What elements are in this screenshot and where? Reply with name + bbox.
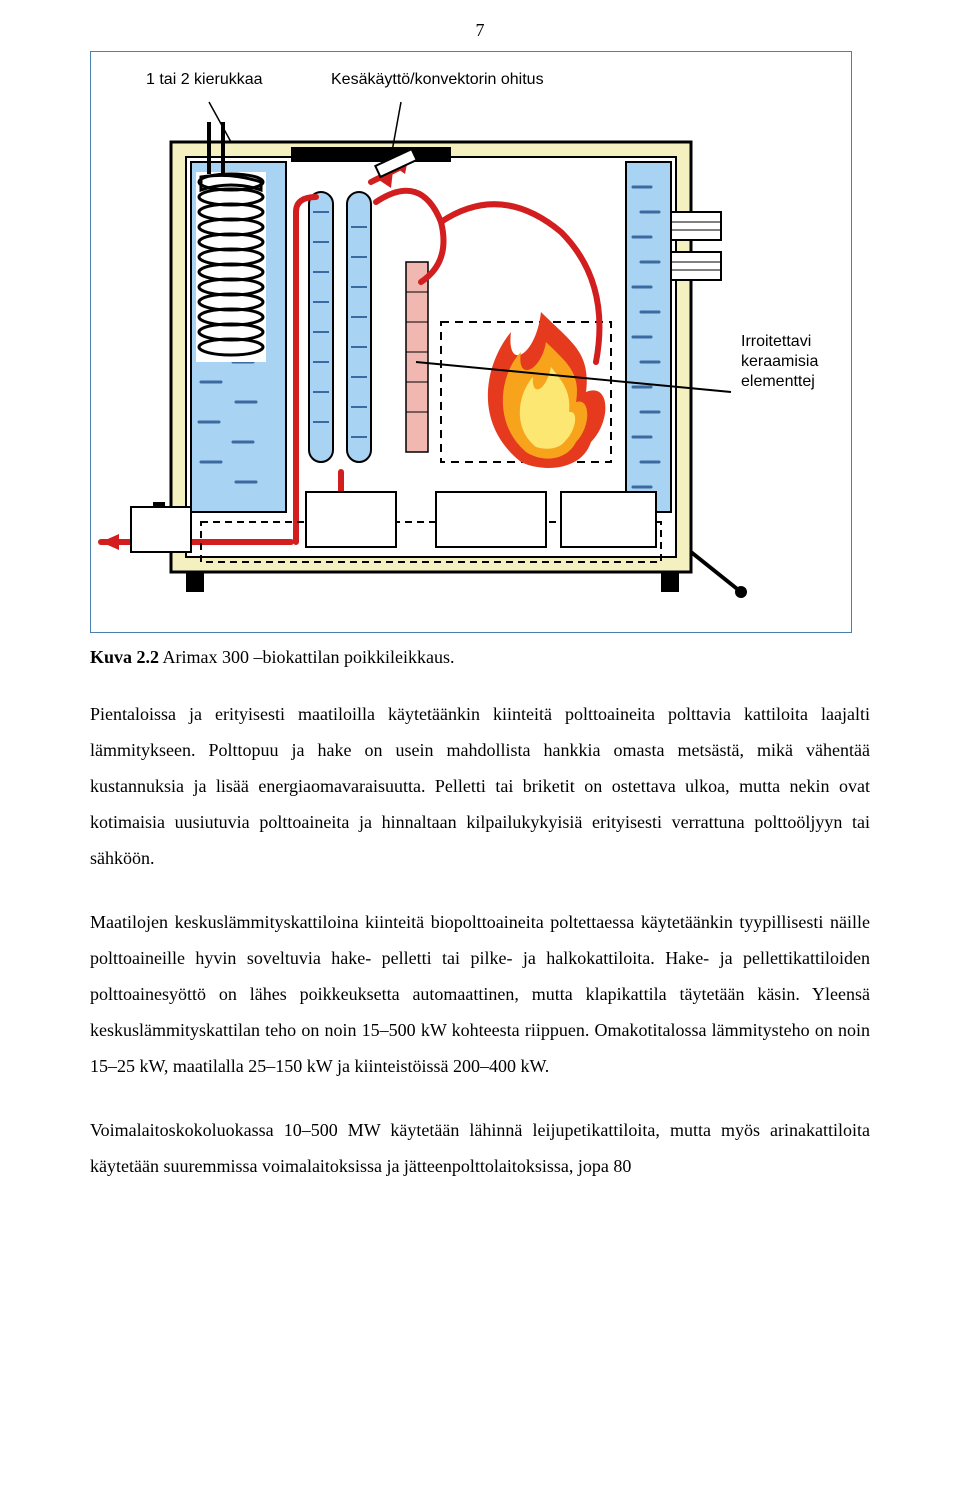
figure-label-ceramic-l1: Irroitettavi bbox=[741, 333, 811, 350]
caption-rest: Arimax 300 –biokattilan poikkileikkaus. bbox=[159, 647, 454, 667]
boiler-diagram-svg bbox=[91, 52, 851, 632]
figure-label-coils: 1 tai 2 kierukkaa bbox=[146, 70, 263, 90]
caption-bold: Kuva 2.2 bbox=[90, 647, 159, 667]
page: 7 bbox=[0, 0, 960, 1224]
figure-label-ceramic: Irroitettavi keraamisia elementtej bbox=[741, 332, 851, 392]
figure-label-ceramic-l2: keraamisia bbox=[741, 353, 818, 370]
figure-caption: Kuva 2.2 Arimax 300 –biokattilan poikkil… bbox=[90, 647, 870, 668]
boiler-figure: 1 tai 2 kierukkaa Kesäkäyttö/konvektorin… bbox=[90, 51, 852, 633]
paragraph-3: Voimalaitoskokoluokassa 10–500 MW käytet… bbox=[90, 1112, 870, 1184]
paragraph-1: Pientaloissa ja erityisesti maatiloilla … bbox=[90, 696, 870, 876]
figure-label-ceramic-l3: elementtej bbox=[741, 373, 815, 390]
paragraph-2: Maatilojen keskuslämmityskattiloina kiin… bbox=[90, 904, 870, 1084]
figure-label-bypass: Kesäkäyttö/konvektorin ohitus bbox=[331, 70, 544, 90]
page-number: 7 bbox=[90, 0, 870, 51]
